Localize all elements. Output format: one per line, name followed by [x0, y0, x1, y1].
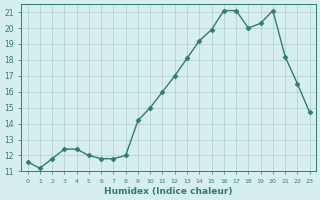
X-axis label: Humidex (Indice chaleur): Humidex (Indice chaleur) [104, 187, 233, 196]
